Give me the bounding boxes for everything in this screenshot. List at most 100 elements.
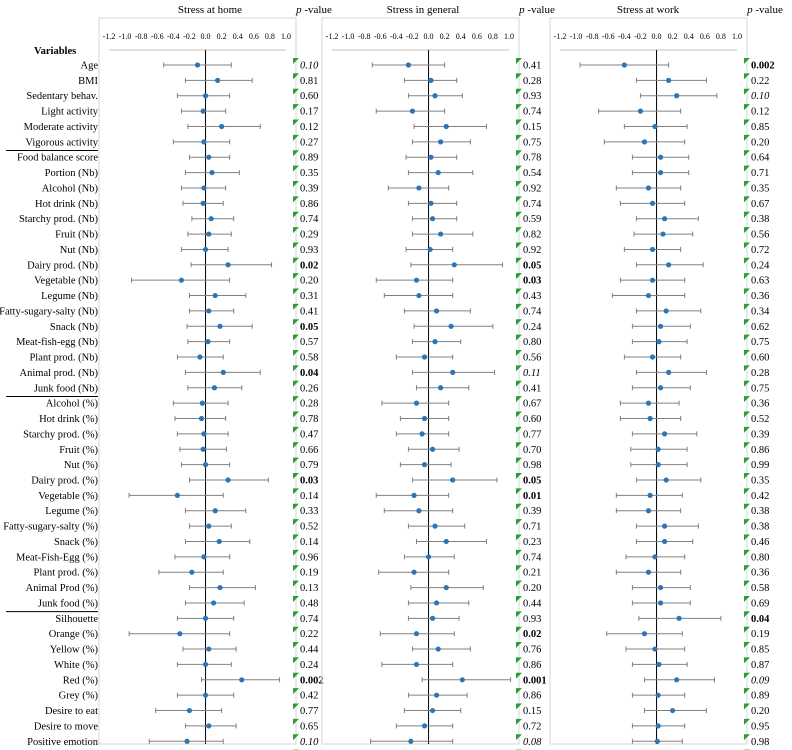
- p-value: 0.41: [523, 383, 541, 394]
- p-marker: [516, 580, 522, 587]
- estimate-point: [201, 431, 207, 437]
- p-value-header-p: p: [518, 4, 525, 16]
- p-marker: [293, 150, 299, 157]
- p-marker: [293, 396, 299, 403]
- p-marker: [744, 58, 750, 64]
- tick-label: -1.2: [554, 32, 567, 41]
- estimate-point: [413, 277, 420, 283]
- p-value: 0.14: [300, 491, 319, 502]
- estimate-point: [428, 77, 434, 83]
- estimate-point: [649, 354, 656, 360]
- p-value: 0.15: [523, 122, 541, 133]
- row-label: Nut (%): [64, 460, 99, 471]
- estimate-point: [206, 308, 212, 314]
- row-label: Meat-fish-egg (Nb): [16, 337, 98, 348]
- p-value: 0.03: [300, 475, 318, 486]
- p-value: 0.71: [523, 522, 541, 533]
- tick-label: 0.0: [652, 32, 662, 41]
- p-value: 0.15: [523, 706, 541, 717]
- p-value-header-p: p: [746, 4, 753, 16]
- estimate-point: [174, 492, 180, 498]
- p-value: 0.38: [751, 506, 769, 517]
- p-marker: [744, 119, 750, 126]
- p-value: 0.31: [300, 291, 318, 302]
- p-marker: [293, 488, 299, 495]
- p-value: 0.35: [300, 168, 318, 179]
- p-value: 0.70: [523, 445, 541, 456]
- p-value: 0.74: [523, 199, 542, 210]
- estimate-point: [206, 523, 212, 529]
- p-marker: [516, 672, 522, 679]
- row-label: Fruit (%): [59, 445, 98, 456]
- p-marker: [293, 196, 299, 203]
- estimate-point: [428, 200, 434, 206]
- p-value: 0.69: [751, 598, 769, 609]
- p-value: 0.26: [300, 383, 318, 394]
- row-label: Junk food (Nb): [34, 383, 99, 394]
- p-marker: [516, 657, 522, 664]
- p-value-header-rest: -value: [525, 4, 555, 16]
- p-marker: [744, 519, 750, 526]
- p-value: 0.13: [300, 583, 318, 594]
- p-value: 0.60: [300, 91, 318, 102]
- estimate-point: [645, 292, 652, 299]
- p-value: 0.28: [300, 399, 318, 410]
- p-value: 0.24: [751, 260, 770, 271]
- p-marker: [293, 442, 299, 449]
- estimate-point: [216, 538, 222, 545]
- row-label: White (%): [54, 660, 99, 671]
- estimate-point: [641, 631, 648, 637]
- p-marker: [744, 565, 750, 572]
- estimate-point: [451, 262, 457, 268]
- tick-label: -0.8: [586, 32, 599, 41]
- estimate-point: [177, 631, 183, 637]
- estimate-point: [186, 707, 193, 714]
- p-marker: [744, 642, 750, 649]
- p-value: 0.92: [523, 245, 541, 256]
- p-value: 0.86: [523, 691, 541, 702]
- p-marker: [744, 380, 750, 387]
- p-value: 0.44: [300, 645, 319, 656]
- estimate-point: [666, 77, 672, 83]
- estimate-point: [674, 93, 680, 99]
- p-value: 0.80: [523, 337, 541, 348]
- p-value: 0.27: [300, 137, 318, 148]
- p-marker: [744, 319, 750, 326]
- p-value: 0.08: [523, 737, 542, 748]
- tick-label: -0.8: [358, 32, 371, 41]
- estimate-point: [200, 200, 206, 206]
- p-value: 0.98: [523, 460, 541, 471]
- p-marker: [516, 396, 522, 403]
- p-value: 0.05: [523, 475, 541, 486]
- row-label: Legume (%): [45, 506, 98, 517]
- p-marker: [516, 565, 522, 572]
- estimate-point: [198, 415, 205, 422]
- tick-label: 0.4: [456, 32, 466, 41]
- tick-label: 0.6: [700, 32, 710, 41]
- p-value: 0.04: [751, 614, 770, 625]
- estimate-point: [194, 62, 201, 68]
- estimate-point: [652, 646, 658, 652]
- p-marker: [293, 73, 299, 80]
- p-marker: [293, 227, 299, 234]
- estimate-point: [438, 385, 444, 391]
- tick-label: -0.4: [390, 32, 403, 41]
- p-value: 0.72: [751, 245, 769, 256]
- p-value: 0.46: [751, 537, 769, 548]
- p-marker: [293, 180, 299, 187]
- p-marker: [516, 88, 522, 95]
- p-value: 0.99: [751, 460, 769, 471]
- p-value: 0.24: [300, 660, 319, 671]
- p-marker: [293, 365, 299, 372]
- estimate-point: [655, 446, 661, 452]
- p-value: 0.22: [751, 76, 769, 87]
- row-label: Orange (%): [49, 629, 99, 640]
- estimate-point: [212, 508, 218, 514]
- estimate-point: [239, 677, 245, 683]
- row-label: Hot drink (Nb): [35, 199, 98, 210]
- p-value: 0.56: [523, 353, 541, 364]
- p-marker: [293, 119, 299, 126]
- p-value: 0.71: [751, 168, 769, 179]
- estimate-point: [621, 62, 627, 68]
- p-marker: [293, 457, 299, 464]
